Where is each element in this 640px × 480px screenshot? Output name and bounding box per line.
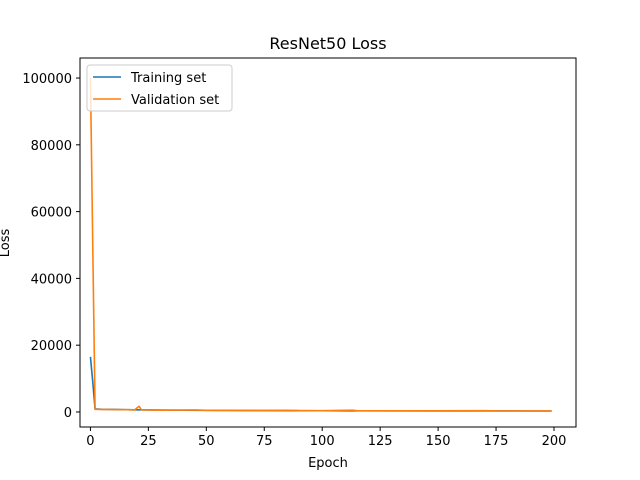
x-tick-label: 200 xyxy=(542,434,567,449)
x-tick-label: 100 xyxy=(310,434,335,449)
y-tick-label: 40000 xyxy=(31,272,72,287)
y-tick-label: 60000 xyxy=(31,206,72,221)
y-tick-label: 20000 xyxy=(31,339,72,354)
x-tick-label: 75 xyxy=(256,434,273,449)
legend-entry: Validation set xyxy=(131,93,219,108)
y-axis-label: Loss xyxy=(0,229,13,258)
legend-box xyxy=(86,64,233,112)
x-tick-label: 125 xyxy=(368,434,393,449)
x-tick-label: 25 xyxy=(140,434,157,449)
legend-entry: Training set xyxy=(130,71,206,86)
x-tick-label: 0 xyxy=(86,434,94,449)
x-axis-label: Epoch xyxy=(308,456,348,471)
chart-title: ResNet50 Loss xyxy=(269,34,386,53)
x-tick-label: 175 xyxy=(484,434,509,449)
plot-frame xyxy=(79,57,577,428)
y-tick-label: 0 xyxy=(64,406,72,421)
series-line-training xyxy=(89,356,552,412)
y-tick-label: 80000 xyxy=(31,139,72,154)
series-line-validation xyxy=(89,78,552,412)
x-tick-label: 150 xyxy=(426,434,451,449)
x-tick-label: 50 xyxy=(198,434,215,449)
y-tick-label: 100000 xyxy=(22,72,72,87)
